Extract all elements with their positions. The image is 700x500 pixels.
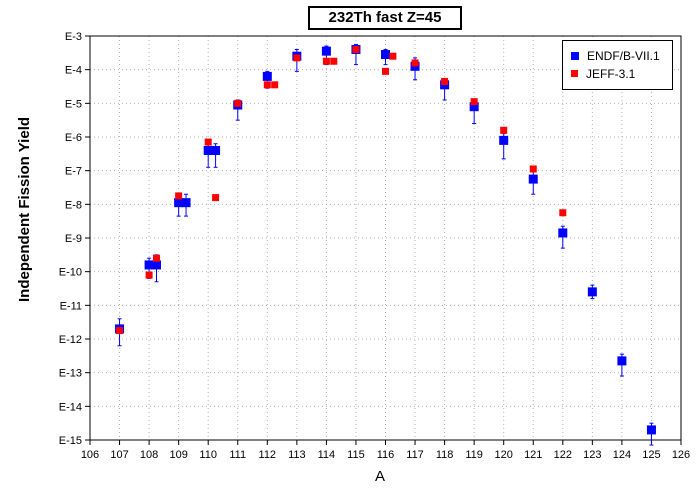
chart-title: 232Th fast Z=45 [308,6,462,30]
legend-swatch-jeff [571,70,578,78]
jeff-data-point [234,99,242,107]
endf-data-point [181,198,191,208]
jeff-data-point [500,126,508,134]
y-tick-label: E-8 [65,199,82,211]
endf-data-point [381,50,390,60]
jeff-data-point [293,54,301,62]
endf-data-point [469,102,479,112]
endf-data-point [211,145,221,155]
endf-data-point [587,287,597,297]
jeff-data-point [411,59,419,67]
y-tick-label: E-4 [65,65,82,77]
jeff-data-point [263,81,271,89]
jeff-data-point [441,77,449,85]
x-tick-label: 106 [81,449,99,461]
jeff-data-point [204,138,212,146]
jeff-data-point [116,327,124,335]
x-tick-label: 110 [199,449,217,461]
jeff-data-point [175,192,183,200]
legend: ENDF/B-VII.1 JEFF-3.1 [562,40,673,90]
jeff-data-point [271,81,279,89]
legend-label-jeff: JEFF-3.1 [586,67,636,81]
x-tick-label: 116 [377,449,395,461]
jeff-data-point [330,57,338,65]
y-tick-label: E-5 [65,98,82,110]
y-tick-label: E-10 [59,267,82,279]
x-tick-label: 120 [495,449,513,461]
endf-data-point [144,260,154,270]
endf-data-point [151,260,161,270]
jeff-data-point [559,209,567,217]
legend-swatch-endf [571,51,579,60]
endf-data-point [528,174,538,184]
y-tick-label: E-15 [59,435,82,447]
jeff-data-point [212,194,220,202]
endf-data-point [617,356,627,366]
x-tick-label: 117 [406,449,424,461]
grid-lines [90,36,681,441]
jeff-data-point [382,67,389,75]
jeff-data-point [352,45,360,53]
x-tick-label: 123 [583,449,601,461]
x-tick-label: 125 [642,449,660,461]
x-tick-label: 112 [259,449,277,461]
axis-ticks: 106 107 108 109 110 111 112 113 114 115 116 117 118 1… [59,31,690,461]
x-tick-label: 114 [318,449,336,461]
jeff-data-point [389,52,397,60]
x-axis-label: A [375,468,386,485]
jeff-data-point [152,254,160,262]
y-tick-label: E-9 [65,233,82,245]
x-tick-label: 124 [613,449,631,461]
endf-data-point [321,46,331,56]
y-tick-label: E-14 [59,401,82,413]
legend-entry-endf: ENDF/B-VII.1 [571,48,660,64]
x-tick-label: 111 [229,449,246,461]
y-tick-label: E-11 [60,300,82,312]
y-tick-label: E-13 [59,368,82,380]
x-tick-label: 118 [436,449,454,461]
y-tick-label: E-3 [65,31,82,43]
x-tick-label: 113 [288,449,306,461]
x-tick-label: 126 [672,449,690,461]
endf-data-point [558,228,568,238]
x-tick-label: 115 [347,449,365,461]
endf-data-point [646,425,656,435]
legend-entry-jeff: JEFF-3.1 [571,66,635,82]
x-tick-label: 121 [524,449,542,461]
jeff-data-point [470,98,478,106]
legend-label-endf: ENDF/B-VII.1 [587,49,660,63]
x-tick-label: 122 [554,449,572,461]
x-tick-label: 108 [140,449,158,461]
y-tick-label: E-12 [59,334,82,346]
jeff-data-point [322,57,330,65]
y-tick-label: E-7 [65,166,82,178]
endf-data-point [262,71,272,81]
x-tick-label: 109 [169,449,187,461]
x-tick-label: 119 [465,449,483,461]
y-tick-label: E-6 [65,132,82,144]
endf-data-point [499,135,509,145]
y-axis-label: Independent Fission Yield [16,116,33,302]
jeff-data-point [529,165,537,173]
jeff-data-point [145,271,153,279]
data-marks [115,44,656,435]
endf-data-point [203,145,213,155]
x-tick-label: 107 [110,449,128,461]
endf-data-point [174,198,184,208]
